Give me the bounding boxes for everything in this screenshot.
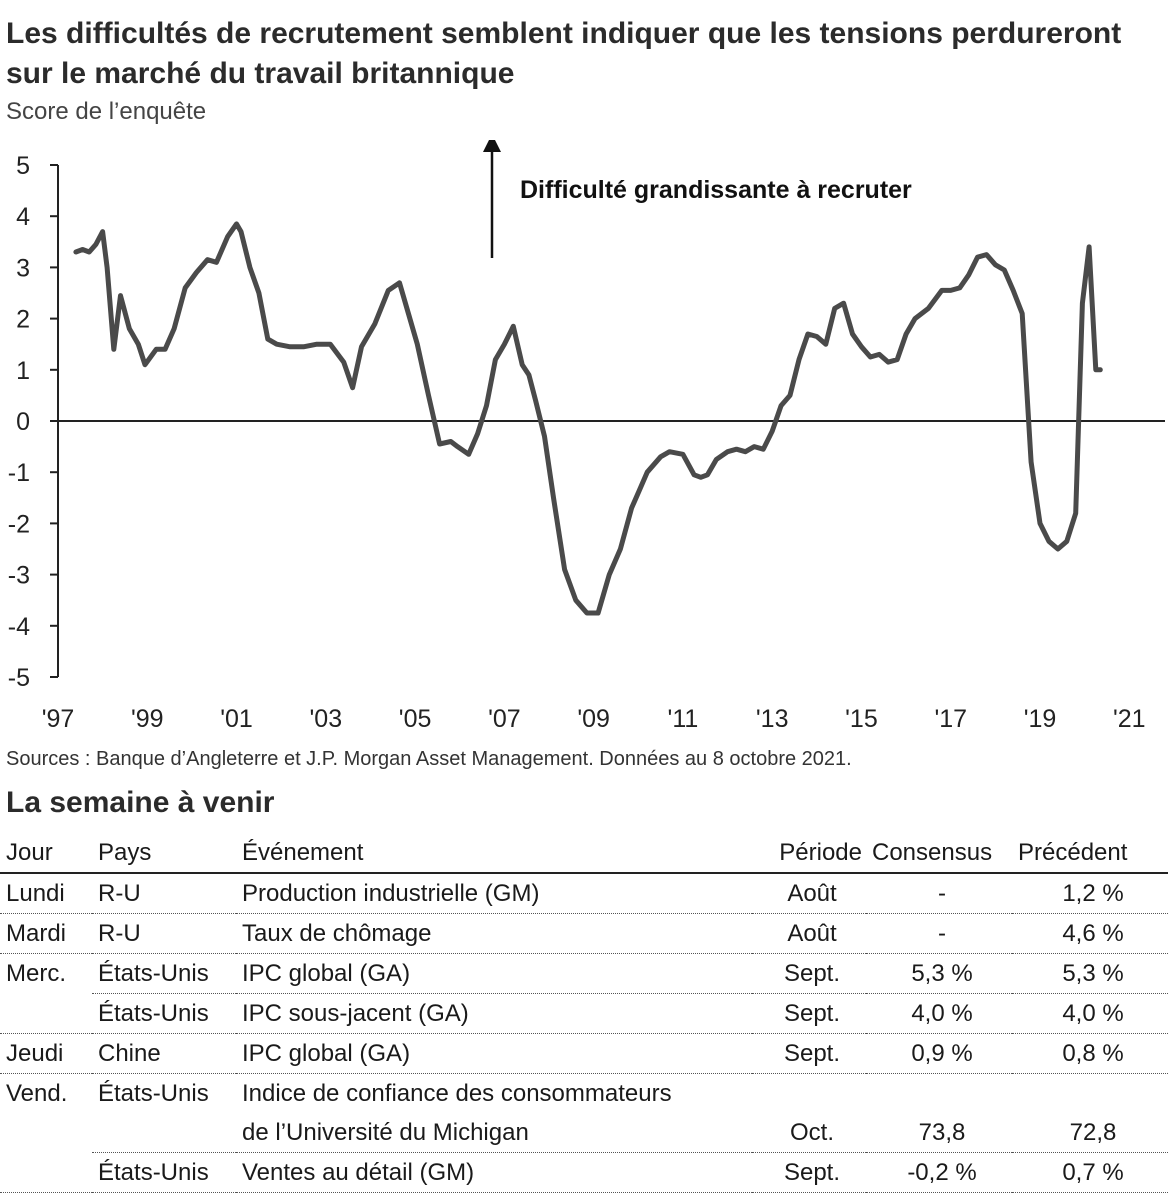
cell-day: Vend. <box>6 1079 68 1107</box>
cell-consensus: 4,0 % <box>866 993 1012 1034</box>
cell-period: Sept. <box>752 993 866 1034</box>
cell-country: États-Unis <box>92 1152 236 1193</box>
cell-previous: 0,7 % <box>1012 1152 1168 1193</box>
header-day: Jour <box>0 834 92 874</box>
y-tick-label: -2 <box>8 510 30 538</box>
header-period: Période <box>752 834 866 874</box>
y-tick-label: 1 <box>16 357 30 385</box>
cell-event: Production industrielle (GM) <box>236 873 752 914</box>
cell-day: Jeudi <box>0 1033 92 1074</box>
cell-day: Mardi <box>0 913 92 954</box>
cell-consensus: - <box>866 913 1012 954</box>
x-tick-label: '15 <box>845 705 878 733</box>
cell-consensus: 73,8 <box>866 1113 1012 1153</box>
cell-event: IPC sous-jacent (GA) <box>236 993 752 1034</box>
cell-consensus: - <box>866 873 1012 914</box>
y-tick-label: 0 <box>16 408 30 436</box>
table-header-row: Jour Pays Événement Période Consensus Pr… <box>0 834 1168 874</box>
x-tick-label: '99 <box>131 705 164 733</box>
y-tick-label: -3 <box>8 562 30 590</box>
cell-event: de l’Université du Michigan <box>236 1113 752 1153</box>
cell-previous: 4,0 % <box>1012 993 1168 1034</box>
x-tick-label: '09 <box>577 705 610 733</box>
chart-title: Les difficultés de recrutement semblent … <box>6 17 1122 90</box>
cell-previous: 1,2 % <box>1012 873 1168 914</box>
y-tick-label: -4 <box>8 613 30 641</box>
cell-country: États-Unis <box>98 1079 209 1107</box>
line-chart: 5 4 3 2 1 0 -1 -2 -3 -4 -5 '97 '99 '01 '03 '05 '07 '09 '11… <box>8 140 1165 733</box>
y-tick-label: 4 <box>16 203 30 231</box>
cell-country: R-U <box>92 873 236 914</box>
cell-consensus: -0,2 % <box>866 1152 1012 1193</box>
cell-period: Oct. <box>752 1113 866 1153</box>
annotation-label: Difficulté grandissante à recruter <box>520 176 912 204</box>
header-consensus: Consensus <box>866 834 1012 874</box>
x-tick-label: '01 <box>220 705 253 733</box>
annotation-arrow-head <box>483 140 501 152</box>
cell-day <box>0 1152 92 1193</box>
header-country: Pays <box>92 834 236 874</box>
y-axis-label: Score de l’enquête <box>6 98 207 125</box>
cell-event: Indice de confiance des consommateurs <box>242 1079 672 1107</box>
x-tick-label: '21 <box>1113 705 1146 733</box>
cell-country: R-U <box>92 913 236 954</box>
cell-day: Merc. <box>6 959 66 987</box>
section-heading: La semaine à venir <box>6 786 275 819</box>
x-tick-label: '19 <box>1024 705 1057 733</box>
table-row: Jeudi Chine IPC global (GA) Sept. 0,9 % … <box>0 1033 1168 1074</box>
cell-previous: 4,6 % <box>1012 913 1168 954</box>
cell-event: IPC global (GA) <box>236 1033 752 1074</box>
y-tick-label: 5 <box>16 152 30 180</box>
y-tick-label: -5 <box>8 664 30 692</box>
table-row: Lundi R-U Production industrielle (GM) A… <box>0 873 1168 914</box>
cell-day <box>0 1113 92 1153</box>
cell-previous <box>1012 1074 1168 1114</box>
x-tick-label: '97 <box>42 705 75 733</box>
cell-period: Sept. <box>752 1033 866 1074</box>
cell-consensus: 5,3 % <box>866 953 1012 994</box>
table-row: États-Unis IPC sous-jacent (GA) Sept. 4,… <box>0 993 1168 1034</box>
cell-country: États-Unis <box>92 993 236 1034</box>
cell-previous: 5,3 % <box>1012 953 1168 994</box>
cell-country <box>92 1113 236 1153</box>
x-tick-label: '13 <box>756 705 789 733</box>
y-tick-label: 2 <box>16 306 30 334</box>
cell-event: IPC global (GA) <box>236 953 752 994</box>
table-row: de l’Université du Michigan Oct. 73,8 72… <box>0 1113 1168 1153</box>
cell-consensus: 0,9 % <box>866 1033 1012 1074</box>
cell-period: Août <box>752 913 866 954</box>
calendar-table: Jour Pays Événement Période Consensus Pr… <box>0 834 1168 1193</box>
x-tick-label: '17 <box>934 705 967 733</box>
cell-previous: 0,8 % <box>1012 1033 1168 1074</box>
cell-consensus <box>866 1074 1012 1114</box>
cell-day <box>0 993 92 1034</box>
table-row: Vend. États-Unis Indice de confiance des… <box>0 1074 1168 1114</box>
cell-period <box>752 1074 866 1114</box>
cell-period: Sept. <box>752 953 866 994</box>
series-line <box>73 221 1103 616</box>
table-row: Merc. États-Unis IPC global (GA) Sept. 5… <box>0 953 1168 994</box>
cell-event: Ventes au détail (GM) <box>236 1152 752 1193</box>
table-row: Mardi R-U Taux de chômage Août - 4,6 % <box>0 913 1168 954</box>
sources-note: Sources : Banque d’Angleterre et J.P. Mo… <box>6 748 852 770</box>
table-row: États-Unis Ventes au détail (GM) Sept. -… <box>0 1152 1168 1193</box>
x-tick-label: '03 <box>310 705 343 733</box>
cell-country: États-Unis <box>92 953 236 994</box>
cell-previous: 72,8 <box>1012 1113 1168 1153</box>
cell-day: Lundi <box>0 873 92 914</box>
x-tick-label: '05 <box>399 705 432 733</box>
cell-period: Août <box>752 873 866 914</box>
header-previous: Précédent <box>1012 834 1168 874</box>
cell-country: Chine <box>92 1033 236 1074</box>
x-tick-label: '11 <box>668 705 699 733</box>
cell-period: Sept. <box>752 1152 866 1193</box>
cell-event: Taux de chômage <box>236 913 752 954</box>
x-tick-label: '07 <box>488 705 521 733</box>
y-tick-label: 3 <box>16 254 30 282</box>
y-tick-label: -1 <box>8 459 30 487</box>
header-event: Événement <box>236 834 752 874</box>
